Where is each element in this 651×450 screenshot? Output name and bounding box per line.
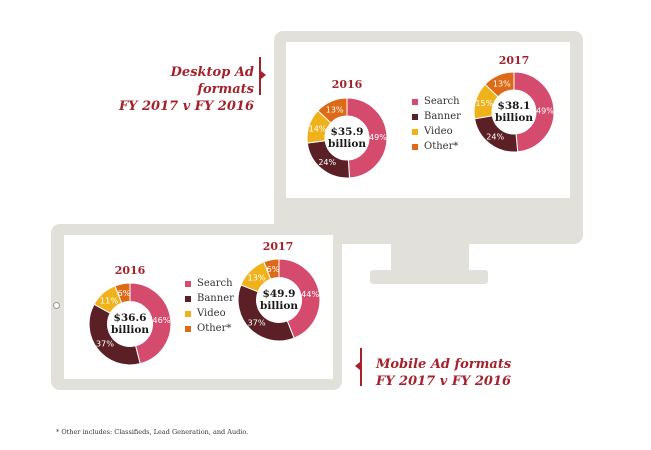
- legend-swatch-other: [185, 325, 191, 332]
- mobile-2017-slice-search: [278, 258, 321, 339]
- legend-label-other: Other*: [197, 323, 232, 334]
- mobile-2016-donut: 46% 37% 11%6%: [88, 282, 172, 366]
- legend-swatch-other: [412, 143, 418, 150]
- mobile-legend: Search Banner Video Other*: [185, 276, 234, 336]
- desktop-2016-donut: 49% 24% 14% 13%: [306, 97, 388, 179]
- mobile-2016-slice-video-label: 11%: [100, 295, 118, 305]
- legend-swatch-video: [412, 128, 418, 135]
- desktop-2017-unit: billion: [495, 112, 533, 124]
- desktop-heading-line2: FY 2017 v FY 2016: [118, 99, 254, 114]
- legend-label-search: Search: [197, 278, 233, 289]
- desktop-2017-center-label: $38.1 billion: [487, 100, 541, 124]
- mobile-heading-pointer: [355, 362, 360, 370]
- mobile-2016-total: $36.6: [113, 312, 147, 324]
- mobile-2017-slice-video-label: 13%: [247, 273, 265, 283]
- legend-swatch-banner: [185, 295, 191, 302]
- mobile-2017-donut: 44% 37% 13%6%: [237, 258, 321, 342]
- tablet-home-button: [53, 302, 60, 309]
- footnote: * Other includes: Classifieds, Lead Gene…: [56, 428, 249, 436]
- legend-label-banner: Banner: [424, 111, 461, 122]
- legend-item-other: Other*: [185, 321, 234, 336]
- mobile-2016-center-label: $36.6 billion: [103, 312, 157, 336]
- desktop-2016-year-label: 2016: [331, 78, 363, 91]
- mobile-heading: Mobile Ad formats FY 2017 v FY 2016: [376, 356, 556, 390]
- desktop-2017-slice-other-label: 13%: [493, 80, 511, 89]
- legend-item-search: Search: [412, 94, 461, 109]
- desktop-heading-divider: [259, 57, 261, 95]
- legend-item-video: Video: [412, 124, 461, 139]
- legend-item-other: Other*: [412, 139, 461, 154]
- legend-label-search: Search: [424, 96, 460, 107]
- desktop-2017-donut: 49% 24% 15% 13%: [473, 71, 555, 153]
- desktop-heading-line1: Desktop Ad formats: [170, 65, 254, 97]
- mobile-2016-unit: billion: [111, 324, 149, 336]
- mobile-2016-slice-search: [129, 282, 172, 365]
- mobile-2016-slice-other-label: 6%: [118, 288, 131, 298]
- desktop-2017-year-label: 2017: [498, 54, 530, 67]
- mobile-2017-slice-other: [263, 258, 280, 280]
- mobile-2017-center-label: $49.9 billion: [252, 288, 306, 312]
- mobile-heading-line2: FY 2017 v FY 2016: [376, 374, 512, 389]
- legend-swatch-search: [412, 98, 418, 105]
- mobile-2017-unit: billion: [260, 300, 298, 312]
- mobile-heading-line1: Mobile Ad formats: [376, 357, 512, 372]
- desktop-2017-slice-search: [513, 71, 555, 153]
- legend-swatch-search: [185, 280, 191, 287]
- mobile-2017-total: $49.9: [262, 288, 296, 300]
- mobile-2017-year-label: 2017: [262, 240, 294, 253]
- legend-swatch-video: [185, 310, 191, 317]
- desktop-heading-pointer: [261, 71, 266, 79]
- legend-label-video: Video: [424, 126, 453, 137]
- mobile-heading-divider: [360, 348, 362, 386]
- desktop-2016-slice-search-label: 49%: [369, 133, 387, 142]
- desktop-2017-slice-video-label: 15%: [475, 99, 493, 108]
- legend-item-search: Search: [185, 276, 234, 291]
- mobile-2016-slice-search-label: 46%: [152, 315, 170, 325]
- desktop-2016-center-label: $35.9 billion: [320, 126, 374, 150]
- desktop-2016-unit: billion: [328, 138, 366, 150]
- mobile-2016-year-label: 2016: [114, 264, 146, 277]
- desktop-2016-slice-search: [346, 97, 388, 179]
- legend-item-video: Video: [185, 306, 234, 321]
- desktop-2016-slice-other: [317, 97, 348, 124]
- desktop-monitor-base: [370, 270, 488, 284]
- desktop-2016-slice-banner-label: 24%: [318, 158, 336, 167]
- desktop-2017-slice-banner-label: 24%: [486, 133, 504, 142]
- mobile-2017-slice-banner-label: 37%: [247, 318, 265, 328]
- desktop-legend: Search Banner Video Other*: [412, 94, 461, 154]
- desktop-2017-slice-search-label: 49%: [536, 107, 554, 116]
- mobile-2016-slice-other: [114, 282, 131, 304]
- desktop-2017-total: $38.1: [497, 100, 531, 112]
- desktop-2016-slice-other-label: 13%: [326, 106, 344, 115]
- legend-item-banner: Banner: [412, 109, 461, 124]
- legend-label-banner: Banner: [197, 293, 234, 304]
- mobile-2016-slice-banner-label: 37%: [96, 339, 114, 349]
- legend-label-video: Video: [197, 308, 226, 319]
- desktop-2017-slice-other: [484, 71, 515, 98]
- legend-label-other: Other*: [424, 141, 459, 152]
- desktop-monitor-neck: [391, 244, 469, 272]
- mobile-2017-slice-search-label: 44%: [301, 289, 319, 299]
- mobile-2017-slice-other-label: 6%: [267, 264, 280, 274]
- legend-item-banner: Banner: [185, 291, 234, 306]
- legend-swatch-banner: [412, 113, 418, 120]
- desktop-2016-total: $35.9: [330, 126, 364, 138]
- desktop-heading: Desktop Ad formats FY 2017 v FY 2016: [112, 64, 254, 115]
- desktop-2016-slice-video-label: 14%: [309, 124, 327, 133]
